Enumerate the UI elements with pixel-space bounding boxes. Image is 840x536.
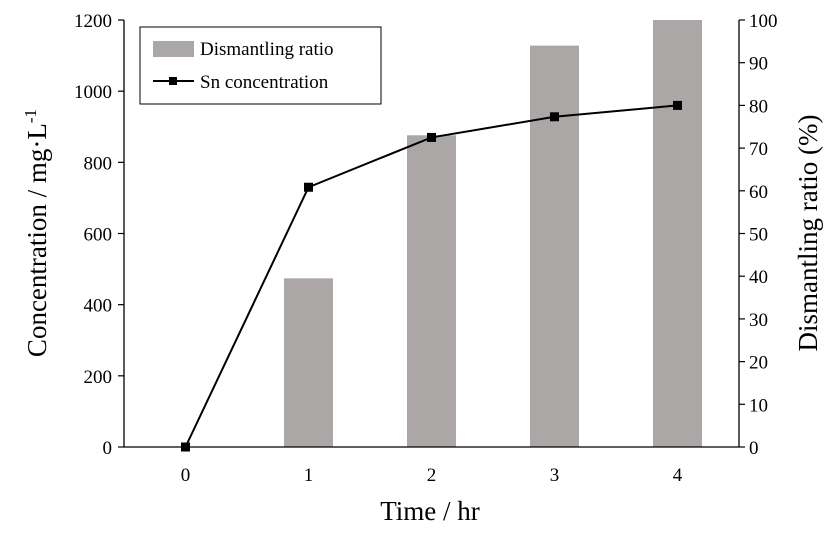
y-right-tick-label: 0 bbox=[749, 438, 759, 459]
y-right-tick-label: 50 bbox=[749, 225, 768, 246]
y-right-tick-label: 30 bbox=[749, 310, 768, 331]
bar-dismantling-ratio-4 bbox=[653, 20, 702, 447]
x-axis-title: Time / hr bbox=[380, 496, 480, 526]
y-left-tick-label: 200 bbox=[84, 367, 113, 388]
y-right-tick-label: 80 bbox=[749, 96, 768, 117]
y-right-tick-label: 60 bbox=[749, 182, 768, 203]
bar-dismantling-ratio-2 bbox=[407, 135, 456, 448]
point-sn-concentration-2 bbox=[427, 132, 436, 142]
x-tick-label: 2 bbox=[427, 465, 437, 486]
axes bbox=[118, 19, 745, 448]
point-sn-concentration-4 bbox=[673, 100, 682, 110]
point-sn-concentration-3 bbox=[550, 112, 559, 122]
y-right-tick-label: 10 bbox=[749, 395, 768, 416]
y-left-tick-label: 1200 bbox=[74, 11, 112, 32]
y-right-tick-label: 20 bbox=[749, 353, 768, 374]
bar-series bbox=[284, 20, 702, 448]
tick-labels: 0200400600800100012000102030405060708090… bbox=[74, 11, 778, 486]
bar-dismantling-ratio-1 bbox=[284, 278, 333, 447]
legend-marker-swatch bbox=[169, 77, 177, 85]
x-tick-label: 3 bbox=[550, 465, 560, 486]
y-right-tick-label: 40 bbox=[749, 267, 768, 288]
y-axis-left-title-text: Concentration / mg·L bbox=[22, 123, 52, 357]
y-axis-right-title: Dismantling ratio (%) bbox=[793, 115, 823, 352]
legend-box bbox=[139, 26, 382, 105]
y-left-tick-label: 1000 bbox=[74, 82, 112, 103]
legend-label-dismantling-ratio: Dismantling ratio bbox=[200, 39, 334, 60]
x-tick-label: 4 bbox=[673, 465, 683, 486]
y-axis-left-title: Concentration / mg·L-1 bbox=[21, 109, 52, 357]
y-right-tick-label: 70 bbox=[749, 139, 768, 160]
y-right-tick-label: 90 bbox=[749, 54, 768, 75]
legend-label-sn-concentration: Sn concentration bbox=[200, 72, 329, 93]
y-left-tick-label: 600 bbox=[84, 225, 113, 246]
y-left-tick-label: 0 bbox=[103, 438, 113, 459]
point-sn-concentration-1 bbox=[304, 182, 313, 192]
y-left-tick-label: 800 bbox=[84, 153, 113, 174]
y-left-tick-label: 400 bbox=[84, 296, 113, 317]
y-right-tick-label: 100 bbox=[749, 11, 778, 32]
legend-bar-swatch bbox=[153, 41, 194, 57]
bar-dismantling-ratio-3 bbox=[530, 45, 579, 448]
legend: Dismantling ratio Sn concentration bbox=[139, 26, 382, 105]
x-tick-label: 0 bbox=[181, 465, 191, 486]
x-tick-label: 1 bbox=[304, 465, 314, 486]
y-axis-left-title-superscript: -1 bbox=[21, 109, 40, 123]
